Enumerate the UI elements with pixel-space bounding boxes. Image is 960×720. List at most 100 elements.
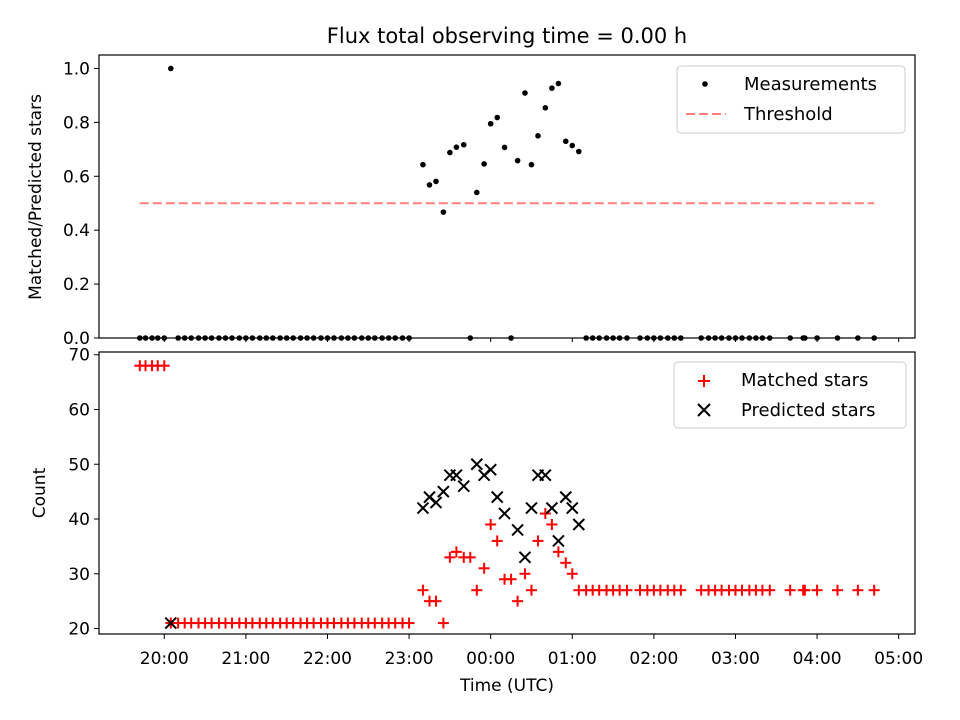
top-y-tick-label: 1.0 [63,59,90,79]
x-tick-label: 00:00 [466,649,515,669]
top-y-tick-label: 0.2 [63,275,90,295]
measurement-point [263,335,270,341]
measurement-point [705,335,712,341]
x-tick-label: 03:00 [711,649,760,669]
matched-star-point [478,562,490,574]
x-tick-label: 20:00 [140,649,189,669]
predicted-star-point [545,501,559,515]
matched-star-point [519,568,531,580]
measurement-point [149,335,155,341]
measurement-point [358,335,365,341]
matched-star-point [485,518,497,530]
measurement-point [802,335,808,341]
top-y-axis-label: Matched/Predicted stars [26,94,46,300]
predicted-star-point [429,496,443,509]
measurement-point [433,178,439,185]
measurement-point [372,335,378,341]
measurement-point [664,335,671,341]
legend-predicted-label: Predicted stars [741,400,875,421]
matched-star-point [512,595,524,607]
top-y-tick-label: 0.6 [63,167,90,187]
measurement-point [365,335,372,341]
matched-star-point [505,573,517,585]
legend-threshold-label: Threshold [743,104,833,125]
measurement-point [569,142,576,149]
measurement-point [229,335,235,341]
matched-star-point [430,595,442,607]
measurement-point [137,335,143,341]
matched-star-point [552,546,564,558]
measurement-point [494,114,501,121]
predicted-star-point [416,501,430,515]
matched-star-point [539,508,551,520]
matched-star-point [471,584,483,596]
top-legend-box [676,65,906,134]
measurement-point [304,335,310,341]
matched-star-point [764,584,776,596]
measurements-series [137,65,877,341]
bottom-y-ticks: 20 30 40 50 60 70 [68,346,99,640]
legend-predicted-marker [697,403,711,417]
measurement-point [208,335,215,341]
measurement-point [426,182,433,188]
bottom-legend: Matched stars Predicted stars [673,361,907,429]
matched-star-point [417,584,429,596]
measurement-point [508,335,514,341]
measurement-point [759,335,766,341]
matched-stars-series [134,360,880,629]
matched-star-point [403,617,415,629]
top-y-ticks: 0.0 0.2 0.4 0.6 0.8 1.0 [63,59,99,349]
measurement-point [310,335,317,341]
measurement-point [871,335,877,341]
measurement-point [637,335,643,341]
measurement-point [331,335,337,341]
measurement-point [460,141,467,148]
measurement-point [195,335,202,341]
matched-star-point [450,546,462,558]
x-tick-label: 04:00 [793,649,842,669]
measurement-point [589,335,596,341]
measurement-point [787,335,793,341]
matched-star-point [464,551,476,563]
matched-star-point [621,584,633,596]
measurement-point [718,335,725,341]
measurement-point [453,144,460,150]
measurement-point [549,85,555,91]
measurement-point [562,138,569,145]
bottom-y-tick-label: 20 [68,620,90,640]
measurement-point [678,335,684,341]
measurement-point [481,161,487,167]
measurement-point [181,335,188,341]
bottom-legend-box [673,361,907,429]
measurement-point [406,335,412,341]
measurement-point [610,335,616,341]
legend-measurements-marker [702,81,708,87]
measurement-point [624,335,630,341]
top-plot-frame [98,54,916,339]
measurement-point [487,120,494,127]
measurement-point [535,133,541,139]
predicted-star-point [450,468,463,482]
measurement-point [222,335,229,341]
measurement-point [270,335,276,341]
measurement-point [644,335,651,341]
top-legend: Measurements Threshold [676,65,906,134]
predicted-star-point [470,458,484,471]
x-tick-label: 02:00 [629,649,678,669]
matched-star-point [560,557,572,569]
matched-star-point [784,584,796,596]
measurement-point [603,335,610,341]
measurement-point [732,335,739,341]
measurement-point [202,335,208,341]
x-axis-label: Time (UTC) [459,676,554,696]
bottom-y-tick-label: 70 [68,346,90,366]
predicted-star-point [437,485,450,498]
x-tick-label: 22:00 [303,649,352,669]
matched-star-point [566,568,578,580]
measurement-point [555,80,562,87]
measurement-point [318,335,324,341]
legend-matched-label: Matched stars [741,370,868,391]
measurement-point [616,335,623,341]
measurement-point [290,335,297,341]
